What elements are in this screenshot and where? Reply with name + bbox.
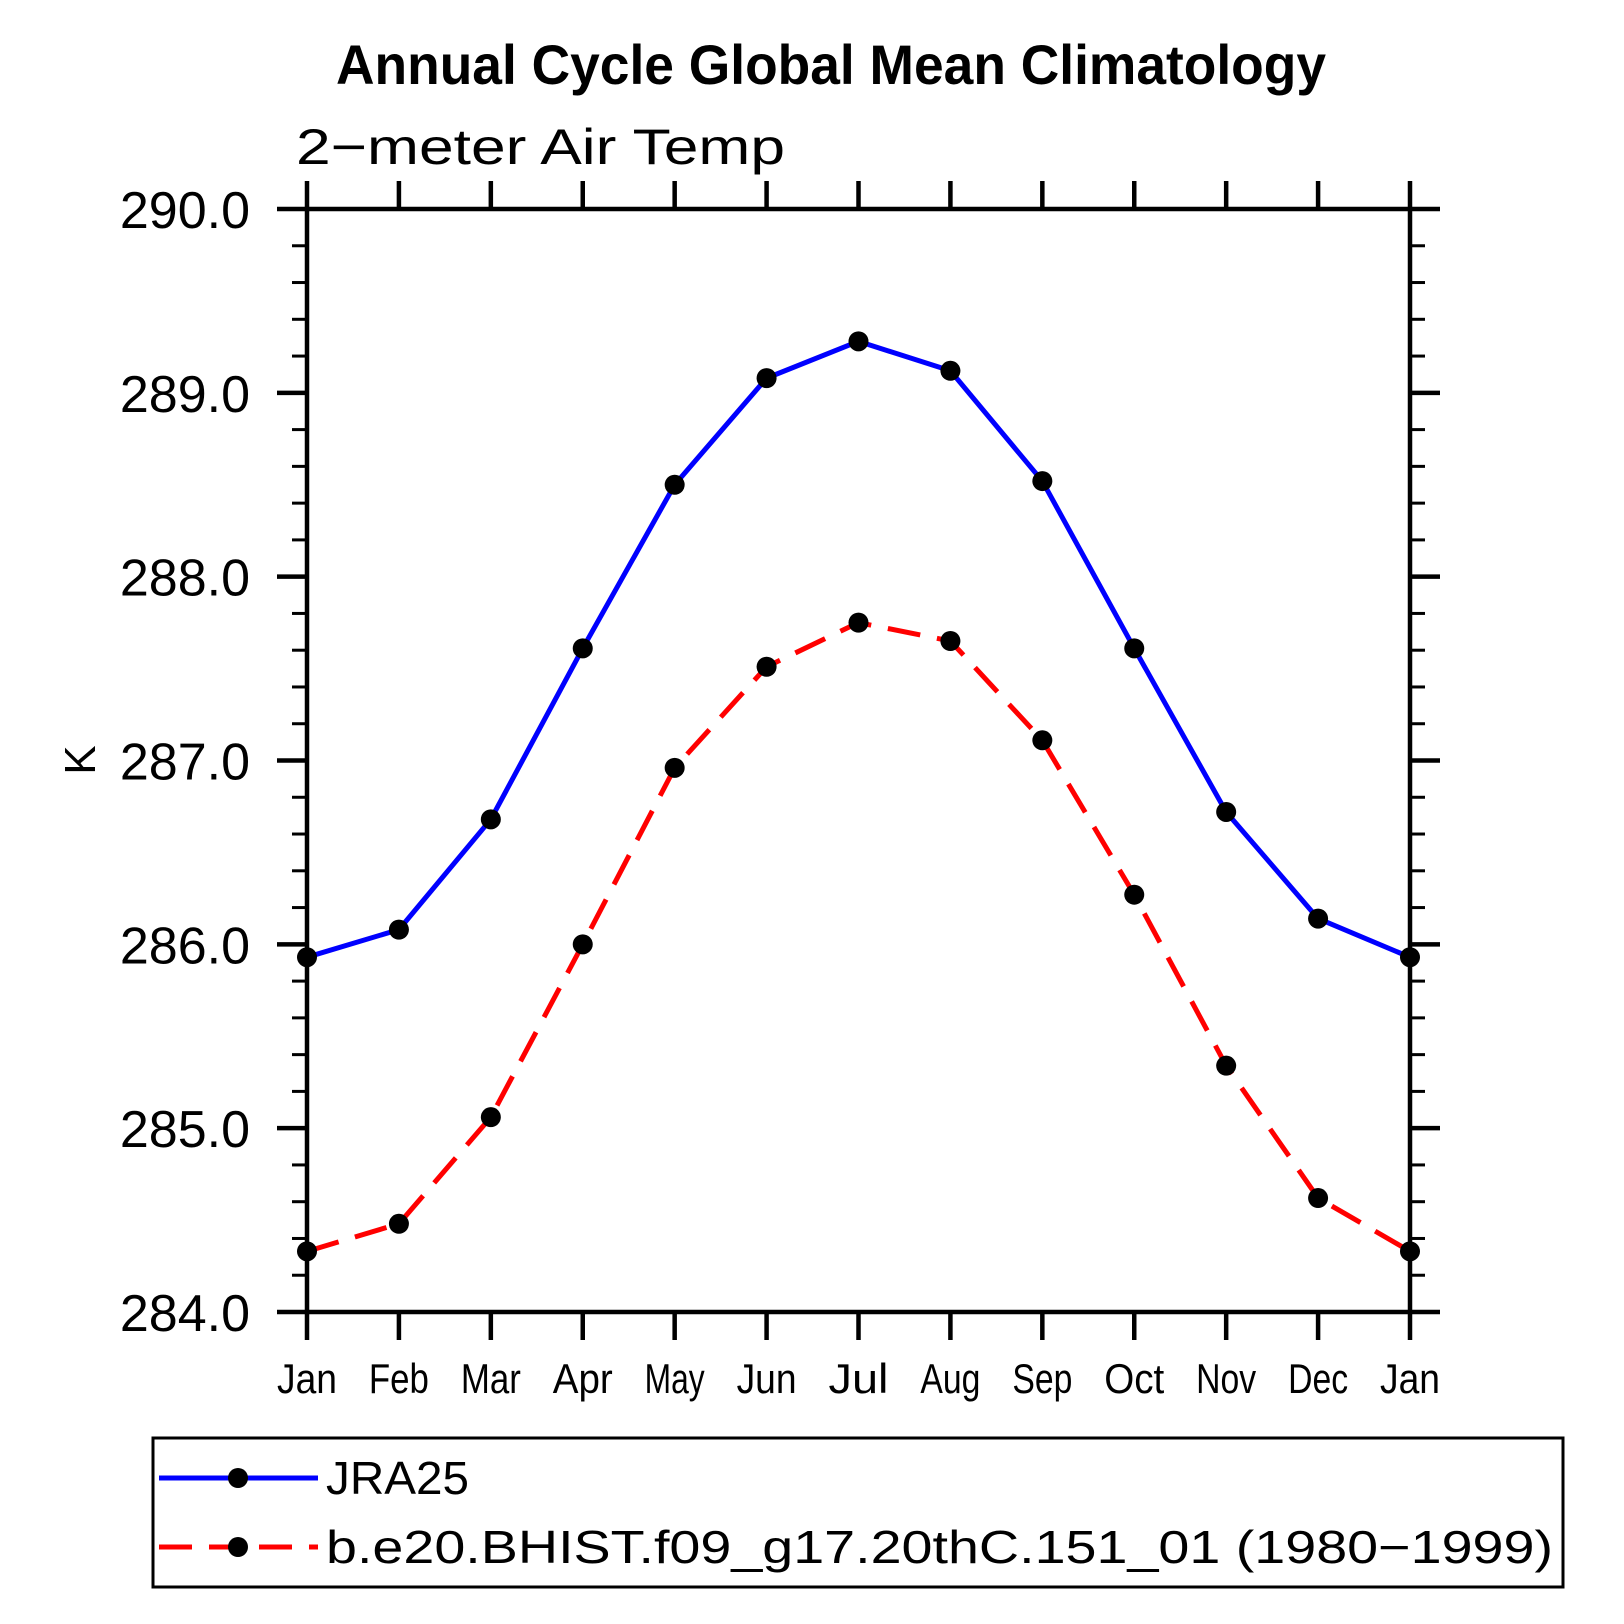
x-tick-label: Dec [1288,1355,1348,1402]
data-point-marker [664,757,685,778]
series-line-0 [306,338,1411,960]
data-point-marker [1124,884,1145,905]
plot-series [297,331,1420,1262]
legend-sample-marker-1 [228,1537,248,1557]
legend-label-model: b.e20.BHIST.f09_g17.20thC.151_01 (1980−1… [326,1521,1553,1573]
data-point-marker [848,612,869,633]
y-tick-label: 287.0 [120,734,250,792]
x-tick-label: Feb [369,1355,429,1402]
data-point-marker [1308,1188,1329,1209]
x-tick-label: Jun [737,1355,797,1402]
y-tick-label: 285.0 [120,1101,250,1159]
y-tick-label: 290.0 [120,182,250,240]
y-tick-label: 288.0 [120,550,250,608]
data-point-marker [388,1213,409,1234]
y-tick-label: 286.0 [120,917,250,975]
x-tick-label: Apr [553,1355,613,1402]
plot-frame [304,206,1413,1315]
data-point-marker [572,638,593,659]
data-point-marker [1400,1241,1420,1262]
data-point-marker [297,1241,317,1262]
data-point-marker [1308,908,1329,929]
data-point-marker [848,331,869,352]
x-tick-label: Jan [277,1355,337,1402]
legend: JRA25 b.e20.BHIST.f09_g17.20thC.151_01 (… [151,1436,1565,1589]
y-axis-label: K [56,745,105,774]
chart-title: Annual Cycle Global Mean Climatology [336,33,1326,96]
data-point-marker [1400,947,1420,968]
data-point-marker [480,809,501,830]
legend-label-jra25: JRA25 [326,1452,469,1504]
data-point-marker [1216,801,1237,822]
data-point-marker [664,474,685,495]
series-line-1 [306,620,1412,1254]
data-point-marker [756,368,777,389]
data-point-marker [940,360,961,381]
x-tick-label: Mar [461,1355,521,1402]
data-point-marker [388,919,409,940]
data-point-marker [940,631,961,652]
x-tick-label: Nov [1196,1355,1256,1402]
data-point-marker [1032,471,1053,492]
legend-sample-marker-0 [228,1468,248,1488]
data-point-marker [1216,1055,1237,1076]
data-point-marker [1032,730,1053,751]
x-tick-label: Jul [829,1355,889,1402]
data-point-marker [480,1107,501,1128]
x-tick-label: Sep [1012,1355,1072,1402]
data-point-marker [1124,638,1145,659]
x-tick-label: Oct [1104,1355,1164,1402]
axes: Jan Feb Mar Apr May Jun Jul Aug Sep Oct Nov Dec Jan 2… [120,181,1440,1402]
legend-box [151,1436,1565,1589]
data-point-marker [756,656,777,677]
legend-samples [159,1468,318,1557]
data-point-marker [572,934,593,955]
data-point-marker [297,947,317,968]
x-tick-label: Jan [1380,1355,1440,1402]
y-tick-label: 284.0 [120,1285,250,1343]
chart-subtitle: 2−meter Air Temp [296,119,785,175]
x-tick-label: Aug [920,1355,980,1402]
x-tick-label: May [645,1355,705,1402]
y-tick-label: 289.0 [120,366,250,424]
